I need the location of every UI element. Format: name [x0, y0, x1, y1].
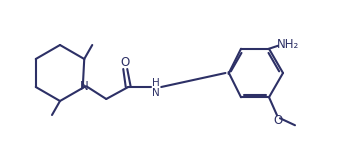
Text: O: O — [273, 114, 283, 127]
Text: NH₂: NH₂ — [277, 38, 299, 51]
Text: N: N — [80, 80, 89, 93]
Text: H
N: H N — [152, 78, 160, 98]
Text: O: O — [121, 55, 130, 69]
